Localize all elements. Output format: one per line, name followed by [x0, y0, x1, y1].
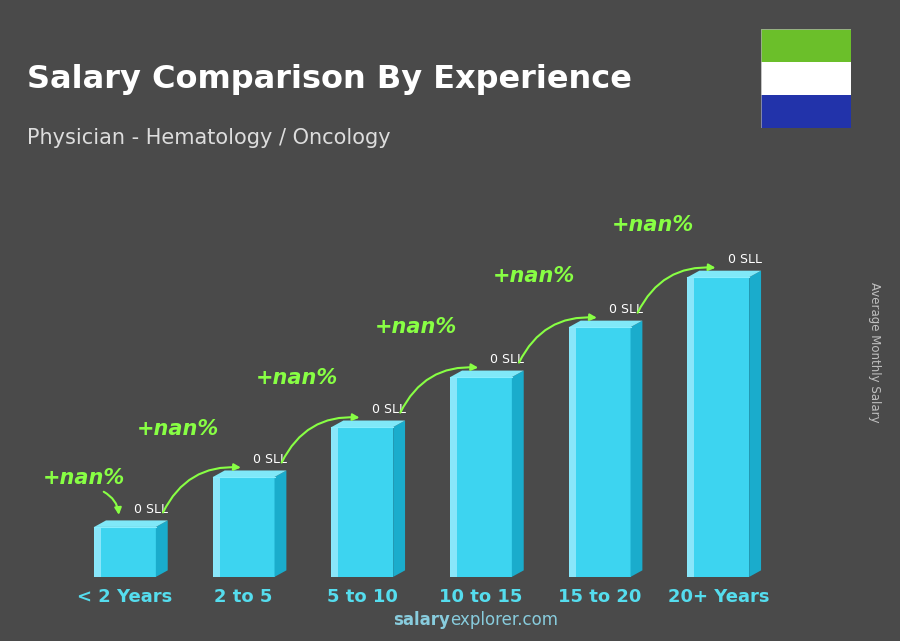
Polygon shape: [331, 427, 338, 577]
Polygon shape: [94, 527, 156, 577]
Polygon shape: [450, 377, 512, 577]
Text: +nan%: +nan%: [493, 266, 575, 287]
Polygon shape: [331, 427, 393, 577]
Bar: [760, 95, 850, 128]
Bar: [760, 29, 850, 62]
Text: 0 SLL: 0 SLL: [372, 403, 406, 416]
Text: 0 SLL: 0 SLL: [134, 503, 168, 516]
Text: 0 SLL: 0 SLL: [609, 303, 643, 316]
Text: explorer.com: explorer.com: [450, 612, 558, 629]
Polygon shape: [569, 320, 643, 327]
Text: 0 SLL: 0 SLL: [727, 253, 761, 267]
Polygon shape: [393, 420, 405, 577]
Polygon shape: [450, 377, 457, 577]
Bar: [760, 62, 850, 95]
Text: 0 SLL: 0 SLL: [253, 453, 287, 466]
Text: Salary Comparison By Experience: Salary Comparison By Experience: [27, 64, 632, 95]
Polygon shape: [212, 477, 220, 577]
Polygon shape: [156, 520, 167, 577]
Polygon shape: [450, 370, 524, 377]
Polygon shape: [688, 277, 694, 577]
Text: +nan%: +nan%: [612, 215, 694, 235]
Polygon shape: [688, 277, 749, 577]
Text: +nan%: +nan%: [42, 468, 124, 488]
Polygon shape: [94, 520, 167, 527]
Text: +nan%: +nan%: [138, 419, 220, 440]
Polygon shape: [749, 271, 761, 577]
Polygon shape: [94, 527, 101, 577]
Text: 0 SLL: 0 SLL: [491, 353, 525, 366]
Polygon shape: [688, 271, 761, 277]
Text: +nan%: +nan%: [374, 317, 457, 337]
Polygon shape: [569, 327, 631, 577]
Text: Physician - Hematology / Oncology: Physician - Hematology / Oncology: [27, 128, 391, 148]
Polygon shape: [569, 327, 576, 577]
Polygon shape: [331, 420, 405, 427]
Polygon shape: [212, 470, 286, 477]
Text: +nan%: +nan%: [256, 369, 338, 388]
Text: salary: salary: [393, 612, 450, 629]
Polygon shape: [512, 370, 524, 577]
Polygon shape: [212, 477, 274, 577]
Polygon shape: [274, 470, 286, 577]
Polygon shape: [631, 320, 643, 577]
Text: Average Monthly Salary: Average Monthly Salary: [868, 282, 881, 423]
